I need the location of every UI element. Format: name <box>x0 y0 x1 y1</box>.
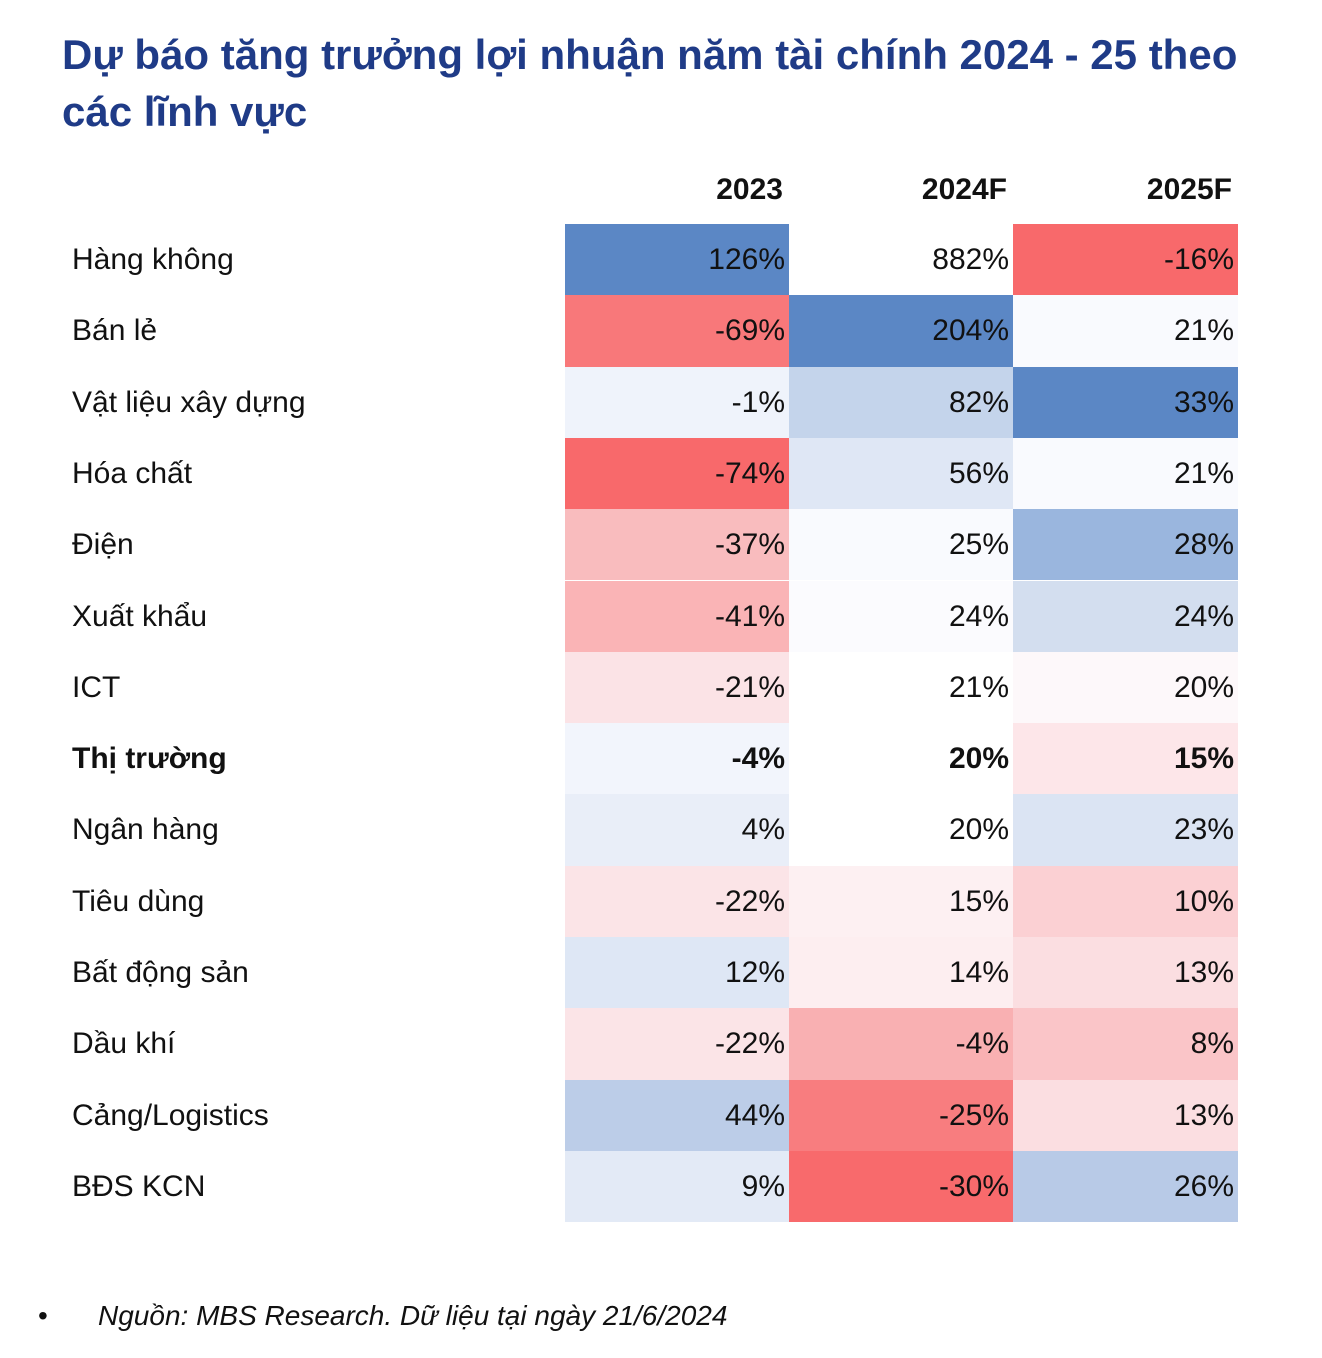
table-cell: 20% <box>789 723 1013 795</box>
table-cell: 28% <box>1013 509 1238 581</box>
table-cell: 21% <box>1013 295 1238 367</box>
source-text: Nguồn: MBS Research. Dữ liệu tại ngày 21… <box>98 1300 728 1331</box>
row-label: Xuất khẩu <box>72 599 208 633</box>
table-cell: -69% <box>565 295 789 367</box>
row-label: Dầu khí <box>72 1027 176 1061</box>
row-label: Điện <box>72 528 134 562</box>
row-label: BĐS KCN <box>72 1169 206 1203</box>
table-cell: -16% <box>1013 224 1238 296</box>
table-cell: 82% <box>789 366 1013 438</box>
bullet: • <box>38 1300 48 1331</box>
table-cell: 14% <box>789 937 1013 1009</box>
table-cell: -37% <box>565 509 789 581</box>
table-cell: -30% <box>789 1150 1013 1223</box>
row-label: Bất động sản <box>72 956 249 989</box>
table-cell: -41% <box>565 580 789 652</box>
table-cell: 13% <box>1013 1079 1238 1151</box>
table-cell: 24% <box>1013 580 1238 652</box>
row-label: Ngân hàng <box>72 813 219 847</box>
table-cell: 20% <box>1013 651 1238 724</box>
row-label: Bán lẻ <box>72 314 158 348</box>
table-cell: -4% <box>789 1008 1013 1080</box>
column-header: 2025F <box>1146 173 1232 206</box>
table-cell: 882% <box>789 224 1013 296</box>
row-label: ICT <box>72 670 121 704</box>
column-header: 2024F <box>921 173 1007 206</box>
row-label: Hàng không <box>72 243 234 276</box>
page-title: Dự báo tăng trưởng lợi nhuận năm tài chí… <box>62 31 1238 135</box>
table-cell: -74% <box>565 437 789 510</box>
table-cell: 8% <box>1013 1008 1238 1080</box>
table-cell: 25% <box>789 509 1013 581</box>
table-cell: 9% <box>565 1150 789 1223</box>
table-cell: 15% <box>1013 723 1238 795</box>
row-label: Tiêu dùng <box>72 884 205 918</box>
table-cell: 12% <box>565 937 789 1009</box>
row-label: Vật liệu xây dựng <box>72 385 306 419</box>
table-cell: -22% <box>565 1008 789 1080</box>
row-label: Cảng/Logistics <box>72 1098 269 1132</box>
table-cell: -25% <box>789 1079 1013 1151</box>
row-label: Hóa chất <box>72 456 193 490</box>
table-cell: 44% <box>565 1079 789 1151</box>
table-cell: 4% <box>565 794 789 866</box>
source-note: • Nguồn: MBS Research. Dữ liệu tại ngày 2… <box>38 1300 727 1332</box>
table-cell: 15% <box>789 865 1013 937</box>
table-cell: 21% <box>789 651 1013 724</box>
table-cell: 13% <box>1013 937 1238 1009</box>
row-label: Thị trường <box>72 742 227 776</box>
table-cell: 56% <box>789 437 1013 510</box>
table-cell: 126% <box>565 224 789 296</box>
table-cell: -22% <box>565 865 789 937</box>
table-cell: -4% <box>565 723 789 795</box>
table-cell: 33% <box>1013 366 1238 438</box>
table-cell: -1% <box>565 366 789 438</box>
table-cell: 204% <box>789 295 1013 367</box>
column-header: 2023 <box>716 173 783 206</box>
table-cell: 10% <box>1013 865 1238 937</box>
table-cell: 26% <box>1013 1150 1238 1223</box>
table-cell: 23% <box>1013 794 1238 866</box>
table-cell: 20% <box>789 794 1013 866</box>
table-cell: 21% <box>1013 437 1238 510</box>
table-cell: -21% <box>565 651 789 724</box>
table-cell: 24% <box>789 580 1013 652</box>
